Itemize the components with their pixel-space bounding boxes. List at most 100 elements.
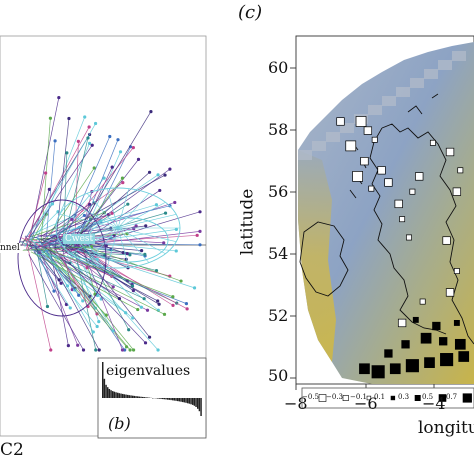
biplot-point <box>82 213 86 218</box>
map-square-marker <box>432 321 441 331</box>
biplot-ray <box>25 211 59 245</box>
biplot-point <box>110 165 114 169</box>
biplot-ray <box>71 177 123 246</box>
biplot-ray <box>33 249 165 315</box>
biplot-point <box>95 257 99 261</box>
eigenvalue-bar <box>105 384 107 398</box>
biplot-point <box>192 286 197 290</box>
biplot-point <box>120 176 125 180</box>
eigenvalue-bar <box>158 398 161 399</box>
map-square-marker <box>371 136 378 143</box>
eigenvalue-bar <box>178 398 181 402</box>
eigenvalue-bar <box>137 396 139 398</box>
biplot-point <box>116 138 120 142</box>
biplot-ray <box>27 214 47 250</box>
biplot-point <box>110 211 114 215</box>
biplot-point <box>195 233 199 237</box>
biplot-point <box>162 312 167 316</box>
biplot-point <box>102 176 106 180</box>
biplot-point <box>154 268 159 273</box>
legend-square <box>414 394 421 401</box>
biplot-point <box>65 284 70 288</box>
map-square-marker <box>394 199 403 209</box>
biplot-point <box>47 187 51 191</box>
eigenvalue-bar <box>102 362 104 398</box>
eigenvalue-bar <box>145 397 147 398</box>
ellipse-spoke <box>86 193 119 229</box>
biplot-ray <box>27 203 53 236</box>
map-square-marker <box>452 187 462 196</box>
legend-label: −0.5 <box>302 393 319 401</box>
biplot-point <box>67 116 71 121</box>
biplot-point <box>131 348 136 352</box>
biplot-point <box>93 121 98 126</box>
biplot-point <box>81 299 85 303</box>
biplot-point <box>131 289 135 293</box>
label-channel: nnel <box>0 243 20 253</box>
biplot-ray <box>49 235 133 285</box>
biplot-point <box>184 302 189 306</box>
map-legend-marks <box>318 393 472 403</box>
ellipse-spoke <box>106 227 119 268</box>
ellipse-spoke <box>86 227 119 263</box>
biplot-ray <box>29 145 93 238</box>
grid-cell-edge <box>298 150 312 160</box>
map-square-marker <box>442 236 451 245</box>
biplot-point <box>81 348 86 352</box>
biplot-point <box>125 232 129 236</box>
eigenvalue-bar <box>200 398 202 416</box>
biplot-point <box>121 181 125 185</box>
biplot-point <box>158 188 162 193</box>
biplot-point <box>87 202 92 206</box>
biplot-point <box>147 335 152 339</box>
map-square-marker <box>420 332 432 344</box>
biplot-ray <box>42 228 111 238</box>
biplot-ray <box>29 237 75 291</box>
ellipse-spoke <box>117 214 177 229</box>
biplot-ray <box>37 219 73 255</box>
biplot-point <box>95 324 99 329</box>
eigenvalue-bar <box>135 396 137 398</box>
biplot-point <box>130 284 135 288</box>
biplot-canvas <box>0 35 207 439</box>
map-square-marker <box>429 139 436 146</box>
eigenvalue-bar <box>180 398 182 402</box>
eigenvalue-bar <box>122 393 124 398</box>
biplot-point <box>128 348 132 352</box>
biplot-point <box>76 139 80 143</box>
biplot-ray <box>59 253 89 307</box>
eigenvalue-bar <box>170 398 172 401</box>
eigenvalues-title: eigenvalues <box>106 363 191 379</box>
eigenvalue-bar <box>113 391 116 398</box>
legend-square <box>390 395 396 401</box>
biplot-ray <box>75 111 152 236</box>
biplot-ray <box>36 253 98 260</box>
biplot-ray <box>23 249 130 256</box>
map-square-marker <box>384 178 393 187</box>
biplot-point <box>111 329 115 333</box>
ellipse-spoke <box>117 227 177 242</box>
biplot-point <box>140 249 144 253</box>
biplot-point <box>76 343 80 347</box>
ellipse-spoke <box>117 227 150 263</box>
biplot-point <box>198 229 202 233</box>
biplot-point <box>136 307 140 312</box>
biplot-point <box>185 307 189 311</box>
map-square-marker <box>377 166 386 175</box>
eigenvalue-bar <box>167 398 169 400</box>
biplot-point <box>86 136 90 140</box>
biplot-point <box>87 141 92 145</box>
biplot-ray <box>46 140 56 237</box>
map-data-field-west <box>298 150 336 362</box>
legend-label: 0.1 <box>374 393 386 401</box>
grid-cell-edge <box>396 87 410 97</box>
eigenvalue-bar <box>112 391 114 398</box>
biplot-point <box>48 116 53 120</box>
panel-b-tag: (b) <box>108 414 131 433</box>
biplot-ray <box>62 136 111 244</box>
eigenvalue-bar <box>127 394 129 398</box>
ellipse-spoke <box>117 188 130 229</box>
ellipse-spoke <box>117 193 150 229</box>
eigenvalue-bar <box>120 393 122 398</box>
eigenvalue-bar <box>183 398 186 403</box>
